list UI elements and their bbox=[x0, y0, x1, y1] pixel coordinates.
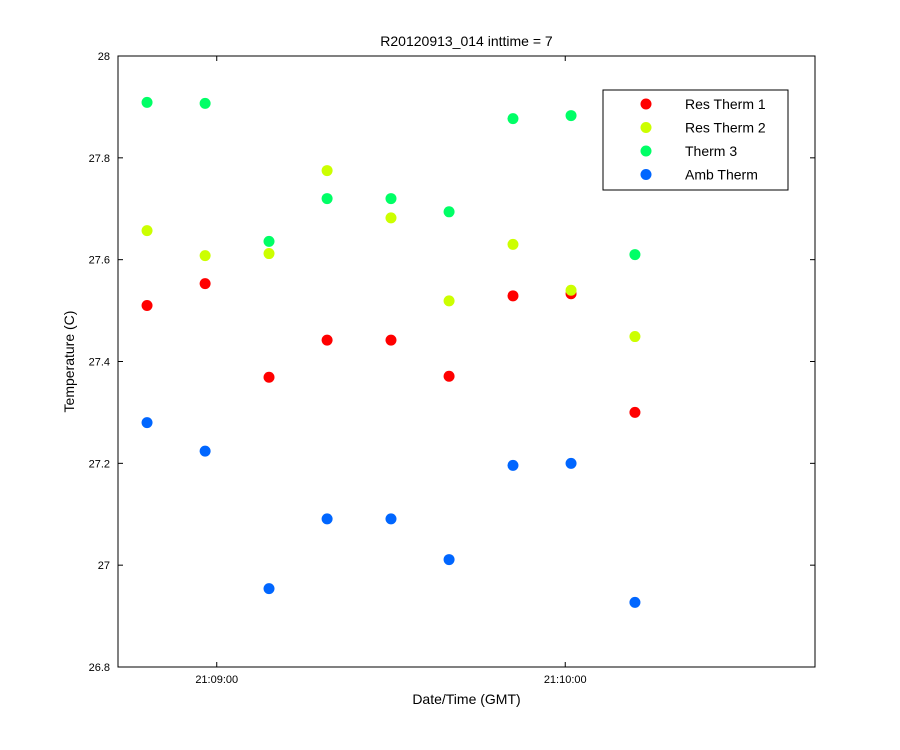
data-point bbox=[565, 457, 577, 469]
x-tick-label: 21:09:00 bbox=[195, 674, 238, 686]
legend-item: Res Therm 1 bbox=[640, 96, 766, 112]
data-point bbox=[141, 225, 153, 237]
x-tick-label: 21:10:00 bbox=[544, 674, 587, 686]
data-point bbox=[321, 513, 333, 525]
data-point bbox=[263, 248, 275, 260]
data-point bbox=[629, 596, 641, 608]
data-point bbox=[385, 212, 397, 224]
legend-item: Therm 3 bbox=[640, 143, 737, 159]
data-point bbox=[629, 406, 641, 418]
x-axis-ticks: 21:09:00 21:10:00 bbox=[195, 56, 587, 686]
data-point bbox=[507, 290, 519, 302]
y-tick-label: 27.6 bbox=[89, 255, 110, 267]
data-point bbox=[443, 206, 455, 218]
y-axis-label: Temperature (C) bbox=[61, 311, 77, 413]
legend-label: Amb Therm bbox=[685, 167, 758, 183]
data-point bbox=[565, 110, 577, 122]
legend-label: Therm 3 bbox=[685, 143, 737, 159]
legend-item: Res Therm 2 bbox=[640, 120, 766, 136]
data-point bbox=[199, 445, 211, 457]
data-point bbox=[141, 96, 153, 108]
data-point bbox=[263, 583, 275, 595]
legend: Res Therm 1 Res Therm 2 Therm 3 Amb Therm bbox=[602, 89, 789, 191]
data-point bbox=[199, 250, 211, 262]
data-point bbox=[385, 334, 397, 346]
y-tick-label: 27.4 bbox=[89, 357, 110, 369]
data-point bbox=[629, 331, 641, 343]
data-point bbox=[385, 193, 397, 205]
data-point bbox=[385, 513, 397, 525]
data-point bbox=[507, 459, 519, 471]
legend-label: Res Therm 1 bbox=[685, 96, 766, 112]
data-point bbox=[263, 235, 275, 247]
data-point bbox=[141, 299, 153, 311]
data-marks bbox=[141, 96, 641, 608]
series-amb-therm bbox=[141, 417, 641, 608]
data-point bbox=[199, 278, 211, 290]
y-tick-label: 26.8 bbox=[89, 662, 110, 674]
legend-label: Res Therm 2 bbox=[685, 120, 766, 136]
data-point bbox=[321, 165, 333, 177]
data-point bbox=[443, 554, 455, 566]
data-point bbox=[141, 417, 153, 429]
y-tick-label: 27 bbox=[98, 560, 110, 572]
legend-marker bbox=[640, 145, 652, 157]
data-point bbox=[321, 334, 333, 346]
y-tick-label: 27.8 bbox=[89, 153, 110, 165]
y-tick-label: 28 bbox=[98, 51, 110, 63]
y-axis-ticks: 26.8 27 27.2 27.4 27.6 27.8 28 bbox=[89, 51, 815, 674]
series-therm-3 bbox=[141, 96, 641, 261]
data-point bbox=[443, 370, 455, 382]
legend-marker bbox=[640, 169, 652, 180]
data-point bbox=[263, 371, 275, 383]
x-axis-label: Date/Time (GMT) bbox=[412, 691, 520, 707]
data-point bbox=[565, 284, 577, 296]
legend-marker bbox=[640, 98, 652, 110]
data-point bbox=[507, 113, 519, 125]
series-res-therm-2 bbox=[141, 165, 641, 343]
data-point bbox=[199, 97, 211, 109]
legend-marker bbox=[640, 122, 652, 133]
chart-title: R20120913_014 inttime = 7 bbox=[380, 33, 553, 49]
y-tick-label: 27.2 bbox=[89, 458, 110, 470]
legend-box bbox=[602, 89, 789, 191]
data-point bbox=[629, 249, 641, 261]
data-point bbox=[443, 295, 455, 307]
data-point bbox=[507, 238, 519, 250]
data-point bbox=[321, 193, 333, 205]
legend-item: Amb Therm bbox=[640, 167, 758, 183]
